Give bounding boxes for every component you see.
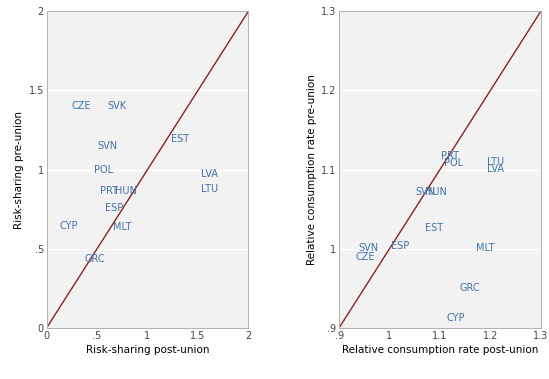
Text: ESP: ESP — [105, 203, 124, 213]
Text: EST: EST — [425, 223, 443, 233]
Text: CZE: CZE — [72, 101, 91, 111]
Text: ESP: ESP — [391, 241, 409, 251]
Text: CYP: CYP — [446, 313, 465, 323]
Text: SVK: SVK — [107, 101, 126, 111]
Y-axis label: Relative consumption rate pre-union: Relative consumption rate pre-union — [307, 74, 317, 265]
Text: LTU: LTU — [487, 158, 504, 168]
Text: SVN: SVN — [358, 243, 378, 253]
Text: MLT: MLT — [113, 222, 132, 232]
Text: SVN: SVN — [416, 187, 436, 197]
Text: EST: EST — [171, 134, 189, 144]
Text: POL: POL — [444, 158, 463, 168]
X-axis label: Risk-sharing post-union: Risk-sharing post-union — [86, 345, 209, 355]
Text: PRT: PRT — [441, 151, 460, 161]
Text: MLT: MLT — [476, 243, 495, 253]
Text: PRT: PRT — [100, 186, 118, 196]
Text: GRC: GRC — [85, 254, 105, 264]
Text: SVN: SVN — [97, 141, 117, 151]
Text: LVA: LVA — [201, 169, 218, 179]
Y-axis label: Risk-sharing pre-union: Risk-sharing pre-union — [14, 111, 24, 229]
Text: CZE: CZE — [355, 252, 375, 262]
X-axis label: Relative consumption rate post-union: Relative consumption rate post-union — [341, 345, 538, 355]
Text: LTU: LTU — [201, 184, 218, 194]
Text: HUN: HUN — [115, 186, 137, 196]
Text: HUN: HUN — [425, 187, 447, 197]
Text: GRC: GRC — [459, 283, 480, 293]
Text: CYP: CYP — [60, 221, 79, 231]
Text: POL: POL — [94, 164, 113, 175]
Text: LVA: LVA — [487, 164, 504, 174]
